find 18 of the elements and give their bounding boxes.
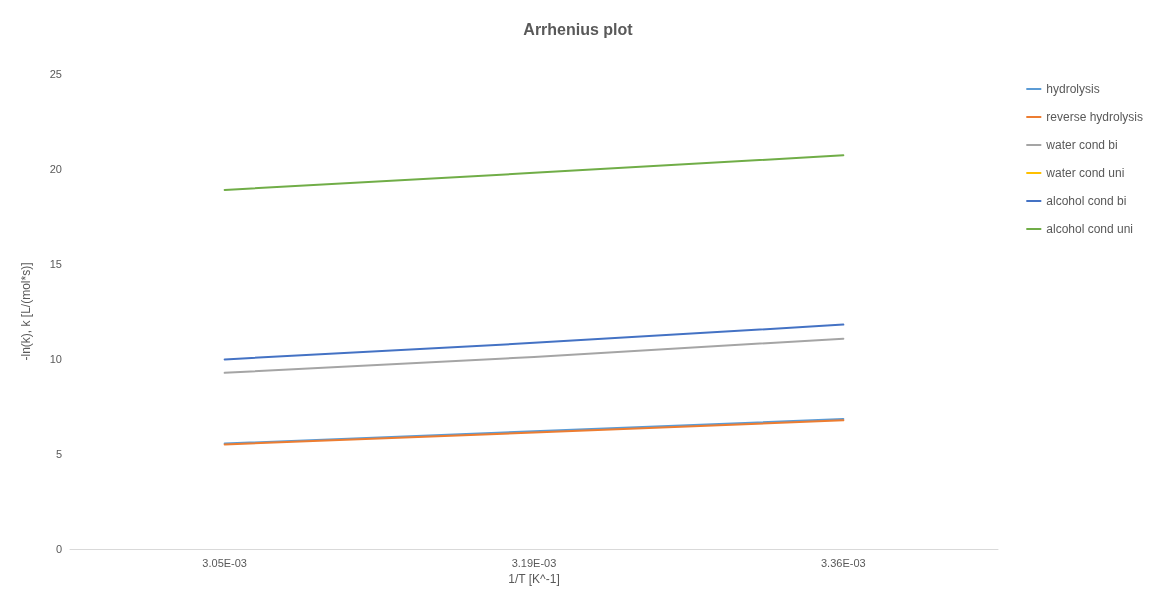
y-tick-label: 20	[49, 163, 62, 175]
x-tick-label: 3.05E-03	[202, 556, 247, 569]
legend-label: water cond uni	[1045, 166, 1125, 180]
legend-label: alcohol cond uni	[1046, 222, 1134, 236]
chart-title: Arrhenius plot	[523, 20, 634, 38]
y-tick-label: 15	[49, 258, 62, 270]
x-tick-label: 3.19E-03	[511, 556, 557, 569]
x-axis-title: 1/T [K^-1]	[508, 572, 560, 586]
legend-label: hydrolysis	[1046, 82, 1100, 96]
y-tick-label: 10	[49, 353, 62, 365]
y-tick-label: 25	[49, 68, 62, 80]
legend-label: water cond bi	[1045, 138, 1118, 152]
y-tick-label: 5	[55, 448, 62, 460]
x-tick-label: 3.36E-03	[821, 556, 866, 569]
y-axis-title: -ln(k), k [L/(mol*s)]	[19, 262, 33, 361]
y-tick-label: 0	[55, 543, 62, 555]
legend-label: alcohol cond bi	[1046, 194, 1127, 208]
legend-label: reverse hydrolysis	[1046, 110, 1144, 124]
